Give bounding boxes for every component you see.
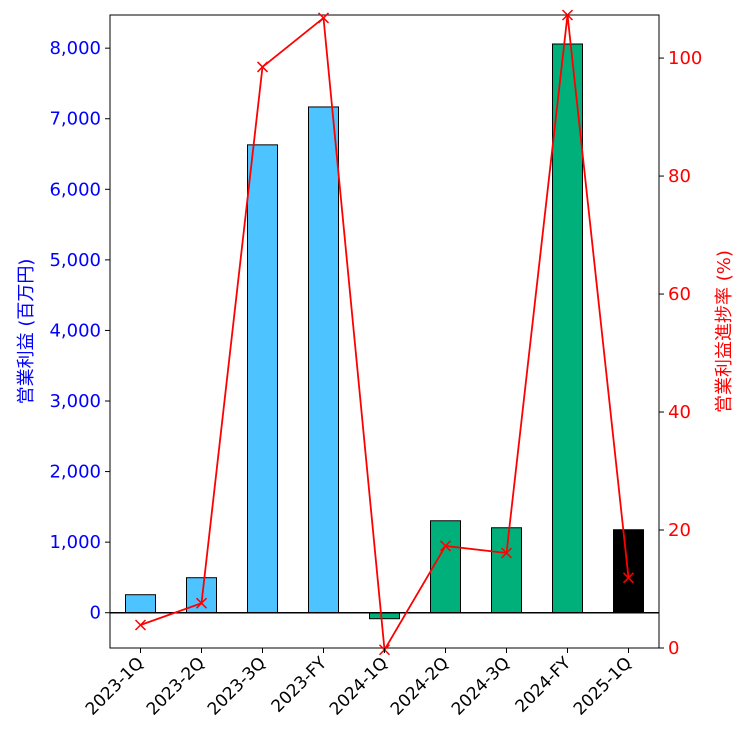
bar bbox=[491, 527, 522, 614]
y-axis-label: 営業利益 (百万円) bbox=[16, 259, 37, 405]
line-point-marker bbox=[561, 9, 574, 21]
y2-axis-label: 営業利益進捗率 (%) bbox=[714, 250, 735, 413]
y-tick-label: 7,000 bbox=[49, 109, 101, 130]
bar bbox=[552, 43, 583, 614]
line-point-marker bbox=[622, 572, 635, 584]
x-tick-label: 2023-2Q bbox=[143, 653, 209, 719]
y-tick-label: 2,000 bbox=[49, 462, 101, 483]
y2-tick-label: 0 bbox=[668, 638, 679, 659]
y-tick-label: 5,000 bbox=[49, 250, 101, 271]
y-tick-label: 3,000 bbox=[49, 391, 101, 412]
bar bbox=[430, 520, 461, 614]
x-tick-label: 2024-FY bbox=[512, 653, 576, 717]
x-tick-label: 2025-1Q bbox=[570, 653, 636, 719]
x-tick-label: 2023-FY bbox=[268, 653, 332, 717]
y2-tick-label: 80 bbox=[668, 166, 691, 187]
bar bbox=[308, 106, 339, 614]
line-point-marker bbox=[317, 12, 330, 24]
y2-tick-label: 100 bbox=[668, 48, 702, 69]
bar bbox=[247, 144, 278, 614]
line-point-marker bbox=[134, 619, 147, 631]
line-point-marker bbox=[500, 547, 513, 559]
bar bbox=[369, 612, 400, 620]
y2-tick-label: 40 bbox=[668, 402, 691, 423]
line-point-marker bbox=[256, 61, 269, 73]
x-tick-label: 2024-3Q bbox=[448, 653, 514, 719]
x-tick-label: 2023-1Q bbox=[82, 653, 148, 719]
line-point-marker bbox=[439, 540, 452, 552]
y-tick-label: 6,000 bbox=[49, 179, 101, 200]
y-tick-label: 0 bbox=[90, 603, 101, 624]
y2-tick-label: 20 bbox=[668, 520, 691, 541]
bar bbox=[125, 594, 156, 614]
line-point-marker bbox=[195, 597, 208, 609]
x-tick-label: 2023-3Q bbox=[204, 653, 270, 719]
y-tick-label: 4,000 bbox=[49, 320, 101, 341]
y-tick-label: 8,000 bbox=[49, 38, 101, 59]
y2-tick-label: 60 bbox=[668, 284, 691, 305]
x-tick-label: 2024-2Q bbox=[387, 653, 453, 719]
y-tick-label: 1,000 bbox=[49, 532, 101, 553]
x-tick-label: 2024-1Q bbox=[326, 653, 392, 719]
